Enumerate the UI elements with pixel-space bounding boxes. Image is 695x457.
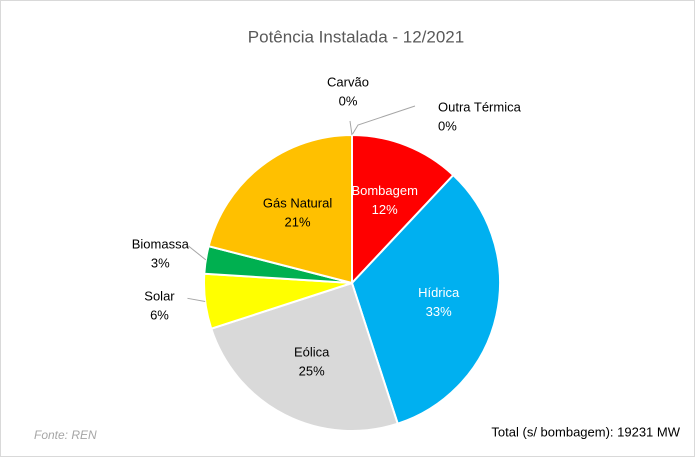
leader-line [187, 297, 206, 303]
slice-label: Bombagem [351, 183, 417, 198]
chart-title: Potência Instalada - 12/2021 [248, 27, 464, 46]
slice-value: 21% [285, 214, 311, 229]
pie-slice [207, 133, 353, 285]
leader-line [349, 120, 353, 136]
slice-value: 25% [299, 364, 325, 379]
leader-line [351, 105, 416, 136]
slice-label: Biomassa [132, 236, 190, 251]
leader-line [187, 245, 207, 261]
source: Fonte: REN [34, 428, 97, 442]
slice-value: 0% [339, 93, 358, 108]
note: Total (s/ bombagem): 19231 MW [491, 424, 680, 439]
pie-slice [209, 281, 399, 432]
slice-label: Outra Térmica [438, 99, 522, 114]
slice-label: Gás Natural [263, 195, 332, 210]
slice-label: Carvão [327, 74, 369, 89]
slice-value: 3% [151, 255, 170, 270]
slice-label: Eólica [294, 345, 330, 360]
slice-value: 12% [372, 202, 398, 217]
slice-label: Solar [144, 289, 175, 304]
slice-label: Hídrica [418, 285, 460, 300]
slice-value: 6% [150, 308, 169, 323]
slice-value: 0% [438, 118, 457, 133]
pie-slice [351, 133, 455, 286]
slice-value: 33% [426, 304, 452, 319]
pie-slice [350, 173, 501, 426]
